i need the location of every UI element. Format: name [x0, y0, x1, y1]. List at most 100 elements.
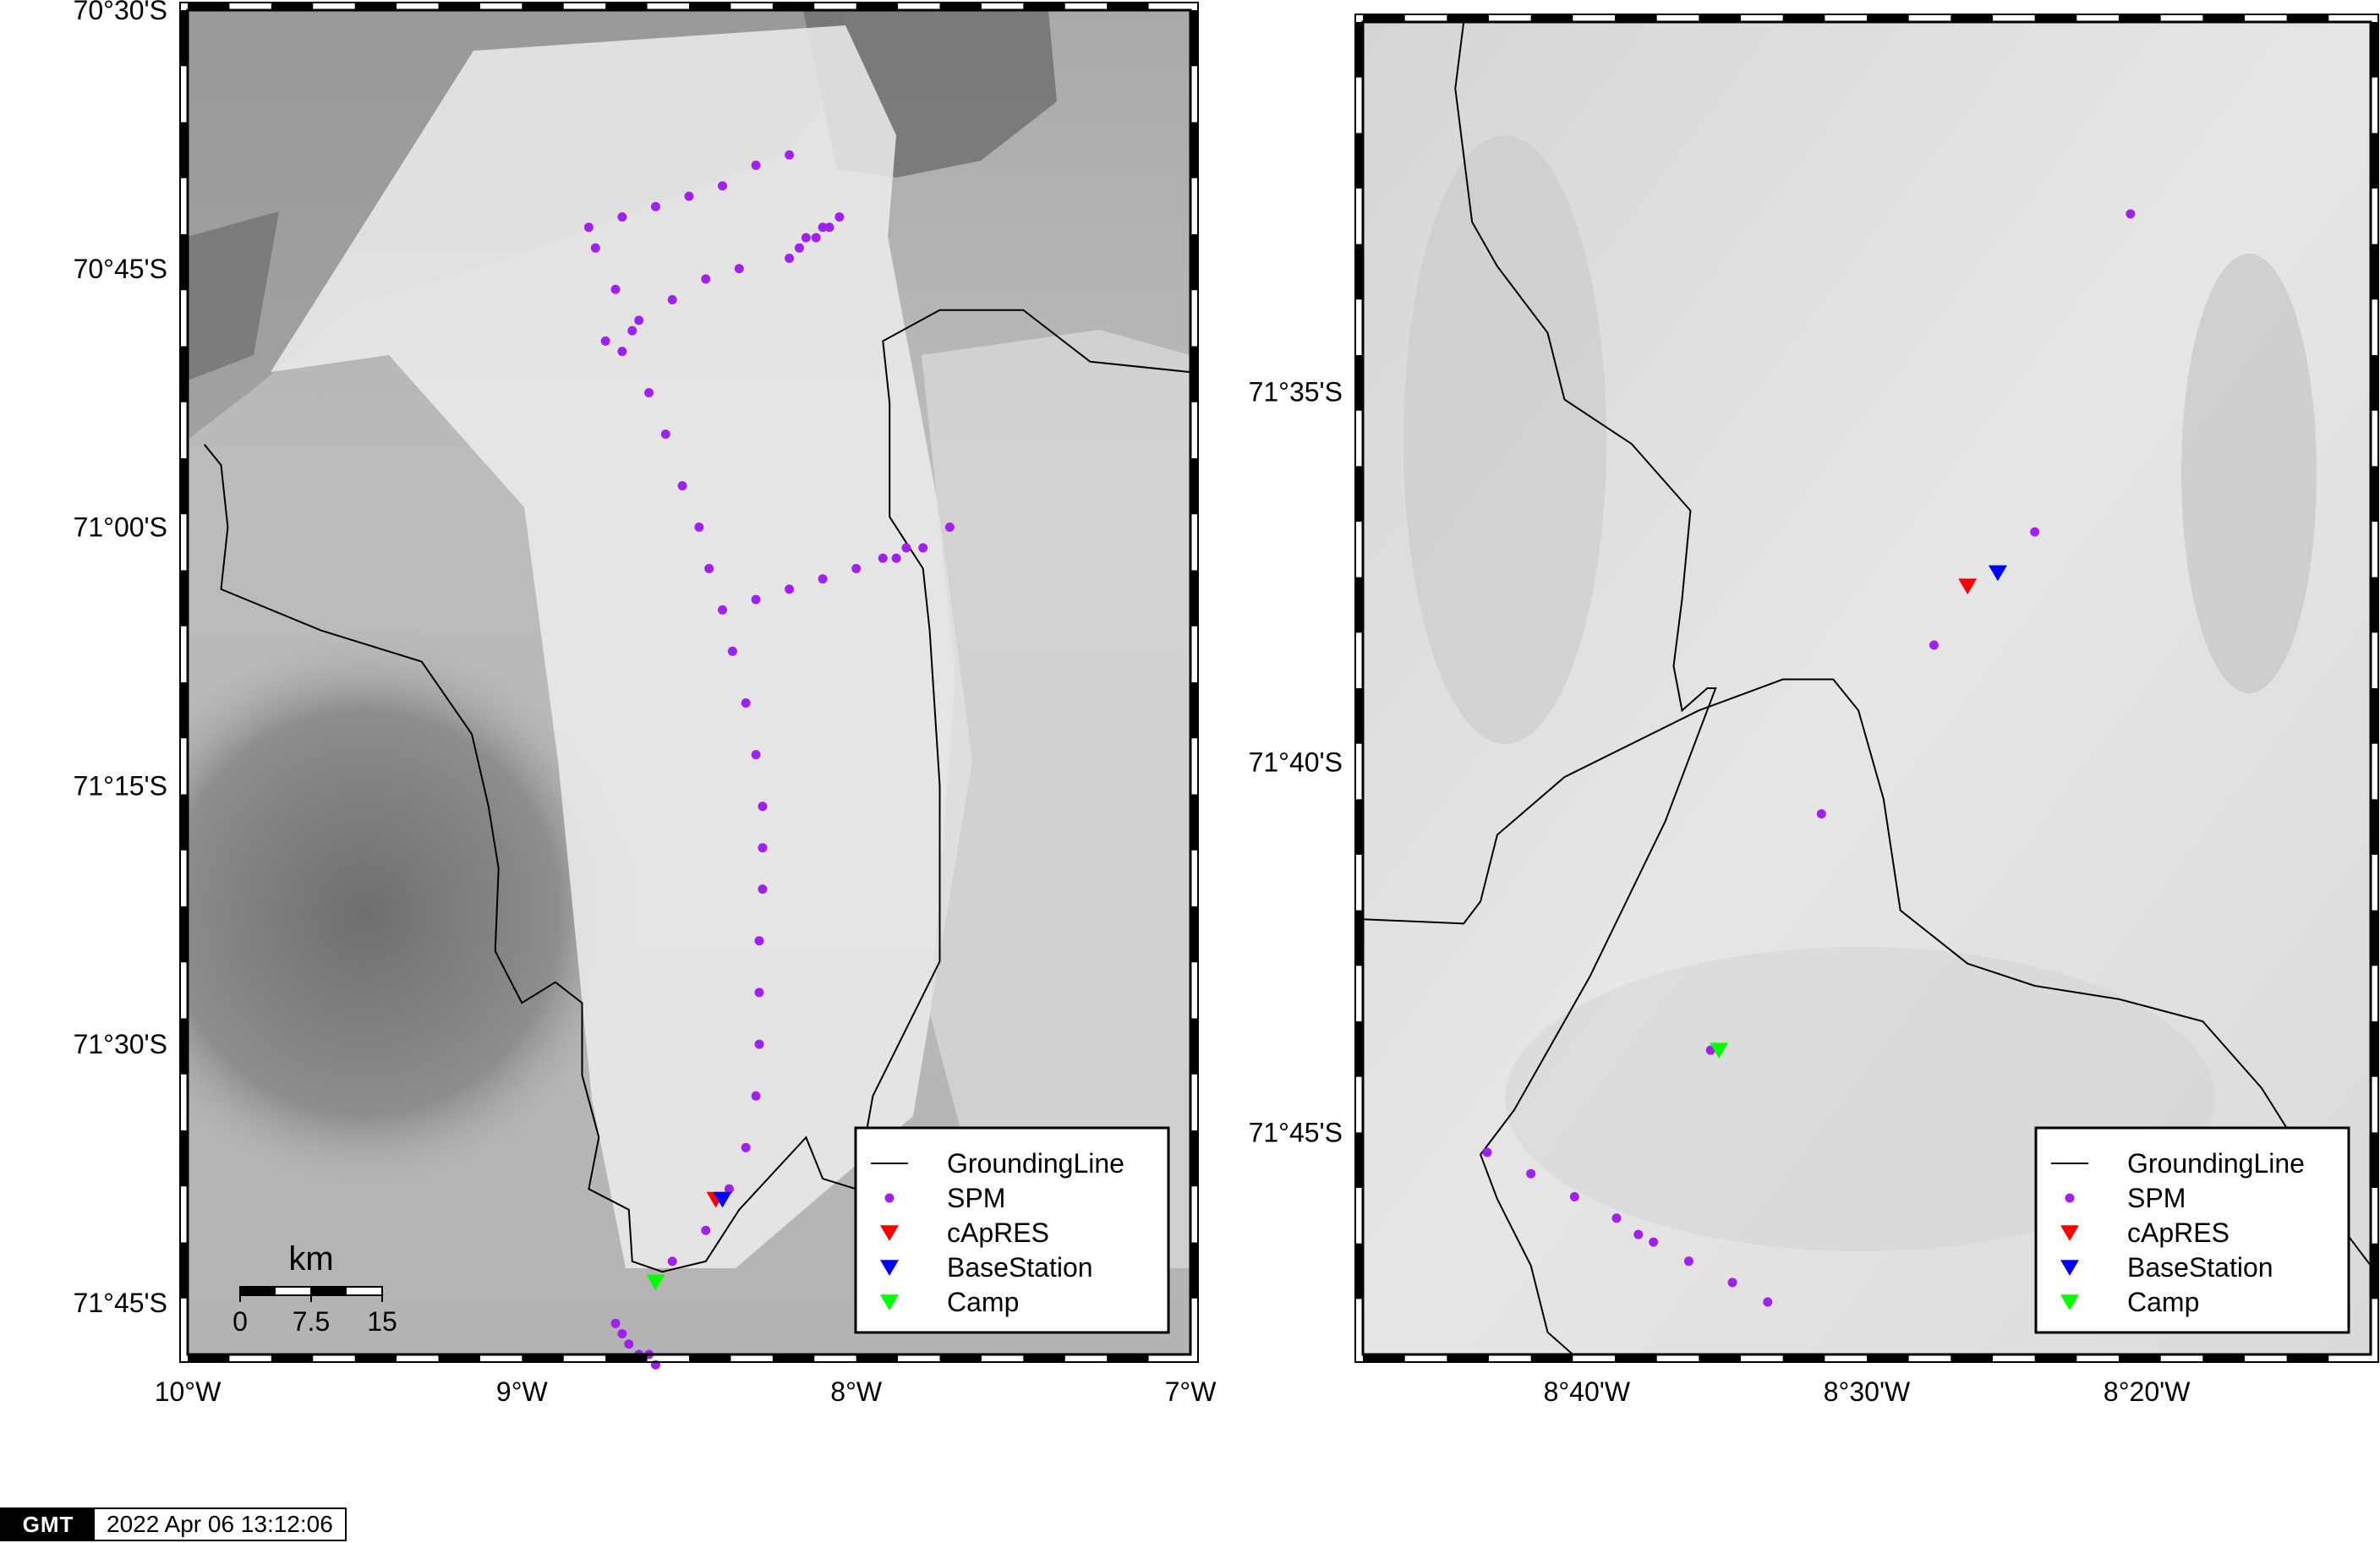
frame-segment [180, 682, 188, 739]
legend-circle-symbol [2065, 1193, 2075, 1203]
frame-segment [438, 1354, 480, 1362]
frame-segment [188, 1354, 230, 1362]
spm-point [891, 553, 901, 563]
spm-point [617, 1329, 627, 1339]
frame-segment [2286, 1354, 2329, 1362]
frame-segment [180, 346, 188, 402]
legend-label: Camp [2127, 1287, 2199, 1317]
x-tick-label: 9°W [496, 1376, 549, 1407]
scale-bar-label: 15 [367, 1306, 397, 1337]
scale-bar-unit: km [288, 1240, 333, 1278]
camp-marker [646, 1274, 665, 1291]
frame-segment [271, 1354, 314, 1362]
x-tick-label: 8°40'W [1544, 1376, 1631, 1407]
frame-segment [1107, 3, 1149, 10]
spm-point [818, 222, 828, 233]
overview-map-image [188, 10, 1190, 1354]
spm-point [1569, 1192, 1579, 1202]
spm-point [590, 243, 600, 253]
frame-segment [689, 1354, 731, 1362]
frame-segment [2202, 14, 2245, 22]
frame-segment [1615, 1354, 1657, 1362]
spm-point [644, 388, 654, 398]
inset-layers: 8°40'W 8°30'W 8°20'W 71°35'S 71°40'S 71°45'S G… [1249, 14, 2379, 1407]
frame-segment [1867, 14, 1909, 22]
spm-point [667, 1256, 677, 1267]
legend-label: BaseStation [947, 1252, 1093, 1283]
spm-point [1611, 1213, 1622, 1223]
legend: GroundingLine SPM cApRES BaseStation Camp [854, 1126, 1170, 1334]
spm-point [1763, 1297, 1773, 1307]
legend-box [854, 1126, 1170, 1334]
spm-point [727, 646, 737, 656]
frame-segment [856, 3, 899, 10]
spm-point [617, 212, 627, 222]
frame-segment [2034, 14, 2077, 22]
spm-point [751, 160, 761, 170]
frame-segment [2371, 355, 2378, 411]
spm-point [701, 1225, 711, 1235]
spm-point [851, 563, 862, 573]
spm-point [741, 698, 751, 708]
spm-point [724, 1184, 734, 1194]
spm-point [944, 523, 955, 533]
legend-triangle-symbol [880, 1225, 899, 1241]
frame-segment [180, 1242, 188, 1299]
spm-point [794, 243, 804, 253]
frame-segment [1023, 1354, 1065, 1362]
spm-point [600, 336, 610, 346]
gmt-logo: GMT [2, 1509, 95, 1540]
frame-segment [1190, 122, 1198, 178]
frame-segment [605, 1354, 648, 1362]
frame-segment [772, 3, 815, 10]
frame-segment [1107, 1354, 1149, 1362]
spm-point [758, 884, 768, 895]
spm-point [610, 284, 621, 294]
spm-point [617, 347, 627, 357]
y-tick-label: 71°15'S [74, 770, 167, 801]
spm-point [627, 326, 637, 336]
frame-segment [939, 1354, 982, 1362]
scale-bar-label: 0 [233, 1306, 248, 1337]
grounding-line [1454, 22, 1717, 1354]
spm-point [634, 315, 644, 326]
frame-segment [522, 3, 564, 10]
frame-segment [1355, 466, 1363, 522]
spm-point [701, 274, 711, 284]
grounding-line [204, 309, 1190, 1273]
frame-segment [2371, 243, 2378, 300]
y-tick-label: 71°45'S [74, 1288, 167, 1318]
spm-point [2030, 527, 2040, 537]
frame-segment [354, 3, 397, 10]
spm-point [734, 264, 744, 274]
spm-point [878, 553, 888, 563]
frame-segment [1782, 1354, 1825, 1362]
x-tick-label: 7°W [1165, 1376, 1217, 1407]
frame-segment [1190, 1018, 1198, 1075]
y-tick-label: 70°30'S [74, 0, 167, 25]
spm-point [1929, 640, 1939, 650]
frame-segment [2371, 1132, 2378, 1188]
frame-segment [1951, 1354, 1993, 1362]
scale-bar: km 0 7.5 15 [233, 1240, 397, 1337]
frame-segment [1190, 682, 1198, 739]
spm-point [751, 1091, 761, 1101]
legend-label: SPM [947, 1183, 1005, 1213]
spm-point [1727, 1278, 1737, 1288]
spm-point [758, 802, 768, 812]
camp-marker [1710, 1042, 1729, 1059]
legend-triangle-symbol [2060, 1260, 2079, 1276]
frame-segment [689, 3, 731, 10]
frame-segment [2371, 688, 2378, 744]
frame-segment [1447, 1354, 1489, 1362]
frame-segment [180, 10, 188, 67]
spm-point [811, 233, 821, 243]
basestation-marker [713, 1191, 732, 1208]
y-tick-label: 71°35'S [1249, 377, 1343, 408]
spm-point [754, 1039, 764, 1049]
frame-segment [1782, 14, 1825, 22]
frame-segment [1355, 1243, 1363, 1300]
frame-segment [1190, 10, 1198, 67]
frame-segment [2371, 466, 2378, 522]
frame-segment [1867, 1354, 1909, 1362]
